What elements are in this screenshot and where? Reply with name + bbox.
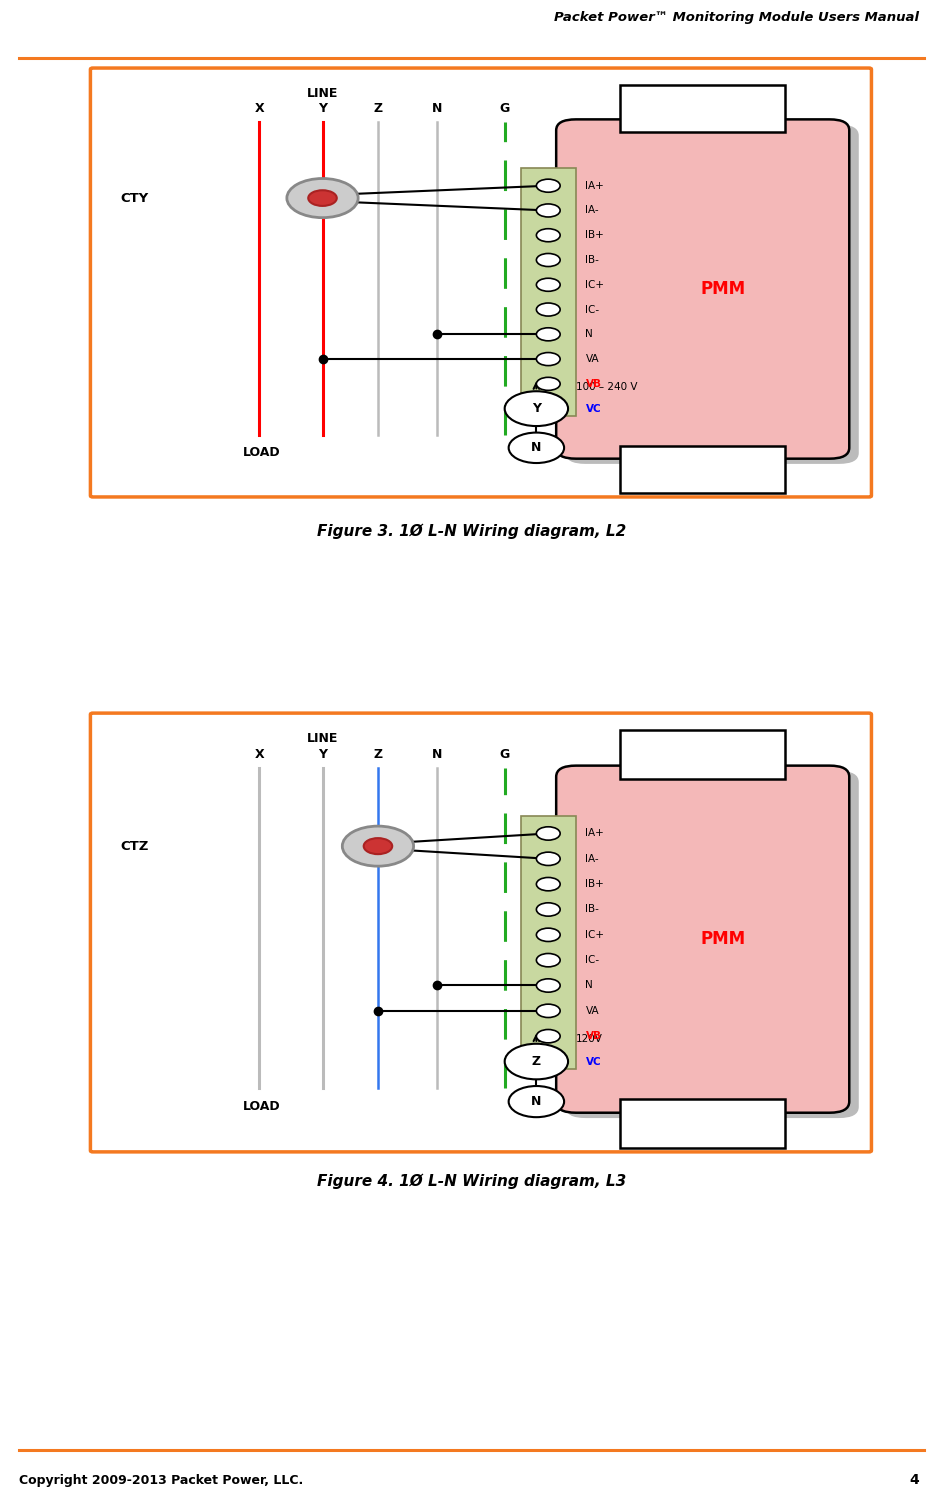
- FancyBboxPatch shape: [620, 446, 786, 494]
- Text: X: X: [255, 102, 264, 115]
- Text: N: N: [586, 329, 593, 340]
- Text: LINE: LINE: [306, 87, 338, 100]
- Text: Y: Y: [532, 402, 541, 416]
- Text: CTY: CTY: [121, 191, 149, 205]
- Circle shape: [308, 190, 337, 206]
- Text: Copyright 2009-2013 Packet Power, LLC.: Copyright 2009-2013 Packet Power, LLC.: [19, 1474, 303, 1487]
- FancyBboxPatch shape: [521, 169, 576, 416]
- Text: Z: Z: [532, 1055, 541, 1068]
- Text: N: N: [531, 441, 541, 455]
- Text: LOAD: LOAD: [243, 1100, 281, 1113]
- Circle shape: [537, 1029, 560, 1043]
- FancyBboxPatch shape: [566, 770, 859, 1118]
- Text: N: N: [432, 748, 442, 761]
- Text: IB-: IB-: [586, 905, 600, 914]
- Circle shape: [364, 838, 392, 854]
- Text: N: N: [586, 980, 593, 990]
- Text: 100 – 240 V: 100 – 240 V: [576, 381, 637, 392]
- Text: Z: Z: [373, 102, 383, 115]
- Circle shape: [537, 1055, 560, 1068]
- Text: Z: Z: [373, 748, 383, 761]
- Text: 4: 4: [910, 1474, 919, 1487]
- Text: PMM: PMM: [701, 931, 746, 948]
- Circle shape: [537, 827, 560, 841]
- Text: IC-: IC-: [586, 954, 600, 965]
- Text: VB: VB: [586, 1031, 602, 1041]
- Circle shape: [537, 402, 560, 414]
- Circle shape: [537, 229, 560, 242]
- FancyBboxPatch shape: [556, 120, 850, 459]
- Circle shape: [537, 878, 560, 890]
- Circle shape: [537, 377, 560, 390]
- Text: LOAD: LOAD: [243, 446, 281, 459]
- Circle shape: [537, 928, 560, 941]
- Text: G: G: [500, 748, 510, 761]
- Circle shape: [537, 253, 560, 266]
- Text: CTZ: CTZ: [121, 839, 149, 853]
- FancyBboxPatch shape: [91, 714, 871, 1152]
- Text: IA+: IA+: [586, 181, 604, 190]
- Circle shape: [537, 180, 560, 191]
- FancyBboxPatch shape: [566, 124, 859, 464]
- Text: LINE: LINE: [306, 733, 338, 745]
- Text: Y: Y: [318, 748, 327, 761]
- Text: IB+: IB+: [586, 880, 604, 889]
- Text: VA: VA: [586, 355, 599, 364]
- Text: IA+: IA+: [586, 829, 604, 838]
- FancyBboxPatch shape: [620, 730, 786, 779]
- Text: IA-: IA-: [586, 205, 599, 215]
- Text: VA: VA: [586, 1005, 599, 1016]
- Circle shape: [537, 278, 560, 292]
- Text: N: N: [432, 102, 442, 115]
- FancyBboxPatch shape: [91, 67, 871, 497]
- Circle shape: [537, 902, 560, 916]
- Text: N: N: [531, 1095, 541, 1109]
- Text: VC: VC: [586, 1056, 601, 1067]
- Circle shape: [537, 1004, 560, 1017]
- Text: Packet Power™ Monitoring Module Users Manual: Packet Power™ Monitoring Module Users Ma…: [554, 10, 919, 24]
- Circle shape: [342, 826, 414, 866]
- Circle shape: [537, 353, 560, 365]
- FancyBboxPatch shape: [620, 1100, 786, 1149]
- Text: PMM: PMM: [701, 280, 746, 298]
- FancyBboxPatch shape: [521, 815, 576, 1070]
- Text: IC+: IC+: [586, 931, 604, 939]
- FancyBboxPatch shape: [620, 85, 786, 133]
- FancyBboxPatch shape: [556, 766, 850, 1113]
- Text: VC: VC: [586, 404, 601, 413]
- Text: VB: VB: [586, 378, 602, 389]
- Circle shape: [505, 1044, 568, 1079]
- Text: IB+: IB+: [586, 230, 604, 241]
- Circle shape: [537, 328, 560, 341]
- Circle shape: [537, 203, 560, 217]
- Text: IB-: IB-: [586, 254, 600, 265]
- Text: 120V: 120V: [576, 1034, 603, 1044]
- Text: Figure 3. 1Ø L-N Wiring diagram, L2: Figure 3. 1Ø L-N Wiring diagram, L2: [317, 524, 626, 539]
- Circle shape: [537, 953, 560, 966]
- Text: Figure 4. 1Ø L-N Wiring diagram, L3: Figure 4. 1Ø L-N Wiring diagram, L3: [317, 1174, 626, 1189]
- Text: IC+: IC+: [586, 280, 604, 290]
- Text: IA-: IA-: [586, 854, 599, 863]
- Circle shape: [508, 432, 564, 464]
- Text: Y: Y: [318, 102, 327, 115]
- Circle shape: [505, 392, 568, 426]
- Circle shape: [537, 853, 560, 866]
- Text: G: G: [500, 102, 510, 115]
- Circle shape: [287, 178, 358, 217]
- Text: IC-: IC-: [586, 305, 600, 314]
- Circle shape: [537, 304, 560, 316]
- Circle shape: [508, 1086, 564, 1118]
- Circle shape: [537, 978, 560, 992]
- Text: X: X: [255, 748, 264, 761]
